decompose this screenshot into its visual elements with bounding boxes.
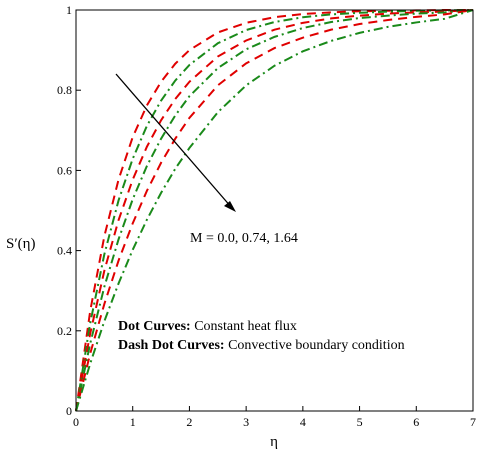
series-line-2 bbox=[75, 9, 474, 412]
legend-entry-dot-key: Dot Curves: bbox=[118, 319, 191, 334]
x-tick-label: 7 bbox=[470, 415, 476, 429]
series-line-1 bbox=[75, 9, 473, 412]
trend-arrow-head bbox=[224, 201, 236, 212]
y-tick-label: 0.6 bbox=[57, 163, 72, 177]
y-tick-label: 0 bbox=[66, 404, 72, 418]
x-axis-label: η bbox=[270, 434, 278, 450]
x-tick-label: 3 bbox=[243, 415, 249, 429]
x-tick-label: 1 bbox=[130, 415, 136, 429]
x-tick-label: 2 bbox=[186, 415, 192, 429]
plot-frame bbox=[75, 9, 474, 412]
x-tick-label: 0 bbox=[73, 415, 79, 429]
series-line-6 bbox=[75, 9, 474, 412]
series-line-5 bbox=[75, 9, 474, 412]
parameter-annotation: M = 0.0, 0.74, 1.64 bbox=[190, 231, 298, 246]
y-axis: 0 0.2 0.4 0.6 0.8 1 bbox=[57, 3, 81, 418]
x-axis: 0 1 2 3 4 5 6 7 bbox=[73, 406, 476, 429]
legend-entry-dot-text: Constant heat flux bbox=[191, 319, 297, 334]
y-tick-label: 0.2 bbox=[57, 324, 72, 338]
y-tick-label: 0.4 bbox=[57, 244, 72, 258]
x-tick-label: 6 bbox=[413, 415, 419, 429]
legend-entry-dashdot-text: Convective boundary condition bbox=[225, 338, 405, 353]
x-tick-label: 4 bbox=[300, 415, 306, 429]
series-line-3 bbox=[75, 9, 474, 412]
y-tick-label: 0.8 bbox=[57, 83, 72, 97]
y-axis-label: S′(η) bbox=[6, 236, 35, 252]
series-line-4 bbox=[75, 9, 474, 412]
legend-entry-dot: Dot Curves: Constant heat flux bbox=[118, 319, 297, 334]
legend-entry-dashdot: Dash Dot Curves: Convective boundary con… bbox=[118, 338, 405, 353]
x-tick-label: 5 bbox=[357, 415, 363, 429]
trend-arrow-line bbox=[115, 73, 233, 209]
legend-entry-dashdot-key: Dash Dot Curves: bbox=[118, 338, 225, 353]
curve-layer bbox=[75, 9, 474, 412]
y-tick-label: 1 bbox=[66, 3, 72, 17]
